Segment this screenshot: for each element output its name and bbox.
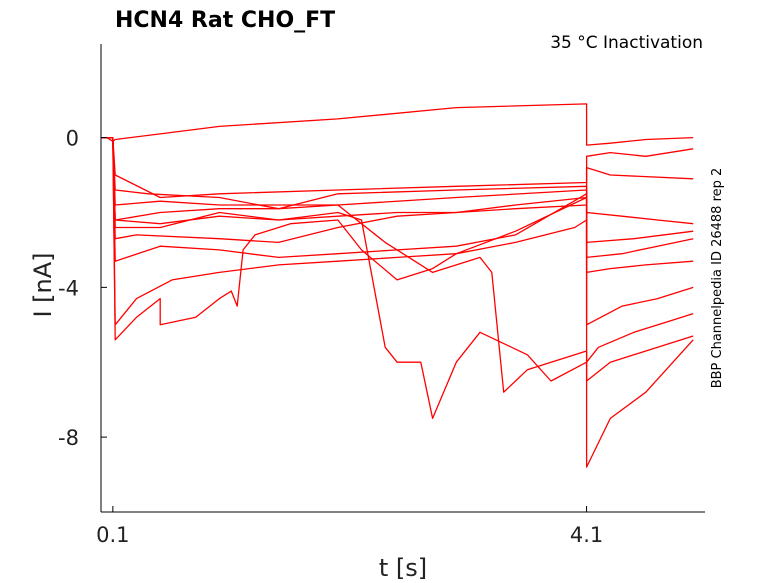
x-axis-label: t [s]	[379, 554, 427, 582]
trace-line-1	[101, 103, 694, 146]
side-label: BBP Channelpedia ID 26488 rep 2	[710, 168, 725, 389]
y-tick-label-3: -8	[58, 426, 79, 450]
plot-area	[101, 103, 694, 468]
trace-line-7	[101, 136, 694, 274]
chart-subtitle: 35 °C Inactivation	[550, 33, 703, 53]
x-tick-label-1: 0.1	[96, 523, 129, 547]
x-tick-label-2: 4.1	[570, 523, 603, 547]
trace-line-9	[101, 136, 694, 363]
trace-line-10	[101, 136, 694, 468]
chart-title: HCN4 Rat CHO_FT	[115, 8, 335, 33]
trace-line-11	[101, 136, 694, 393]
y-ticks: 0 -4 -8	[58, 127, 107, 450]
trace-line-5	[101, 136, 694, 259]
trace-line-6	[101, 136, 694, 244]
trace-line-8	[101, 136, 694, 326]
y-tick-label-1: 0	[66, 127, 79, 151]
trace-group	[101, 103, 694, 468]
trace-line-2	[101, 136, 694, 199]
y-tick-label-2: -4	[58, 276, 79, 300]
y-axis-label: I [nA]	[29, 252, 57, 317]
x-ticks: 0.1 4.1	[96, 506, 603, 547]
